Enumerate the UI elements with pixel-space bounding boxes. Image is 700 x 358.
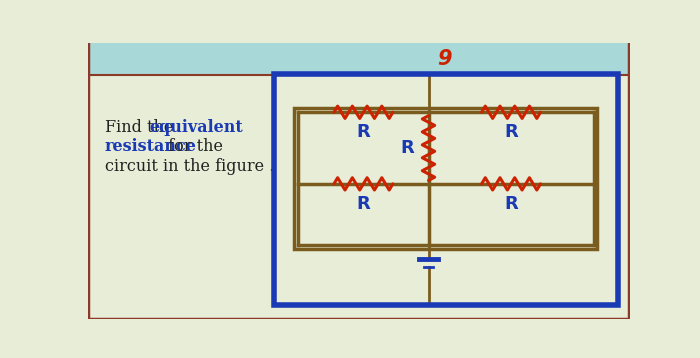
Bar bbox=[88, 43, 630, 75]
Text: resistance: resistance bbox=[104, 139, 197, 155]
Text: R: R bbox=[401, 139, 414, 157]
Bar bbox=[295, 108, 598, 249]
Text: Find the: Find the bbox=[104, 119, 178, 136]
Text: equivalent: equivalent bbox=[150, 119, 244, 136]
Bar bbox=[88, 75, 630, 319]
Text: R: R bbox=[356, 123, 370, 141]
Text: R: R bbox=[356, 195, 370, 213]
Text: for the: for the bbox=[162, 139, 223, 155]
Text: circuit in the figure .: circuit in the figure . bbox=[104, 158, 274, 175]
Bar bbox=[274, 74, 618, 305]
Text: 9: 9 bbox=[437, 49, 452, 69]
Text: R: R bbox=[504, 195, 518, 213]
Text: R: R bbox=[504, 123, 518, 141]
